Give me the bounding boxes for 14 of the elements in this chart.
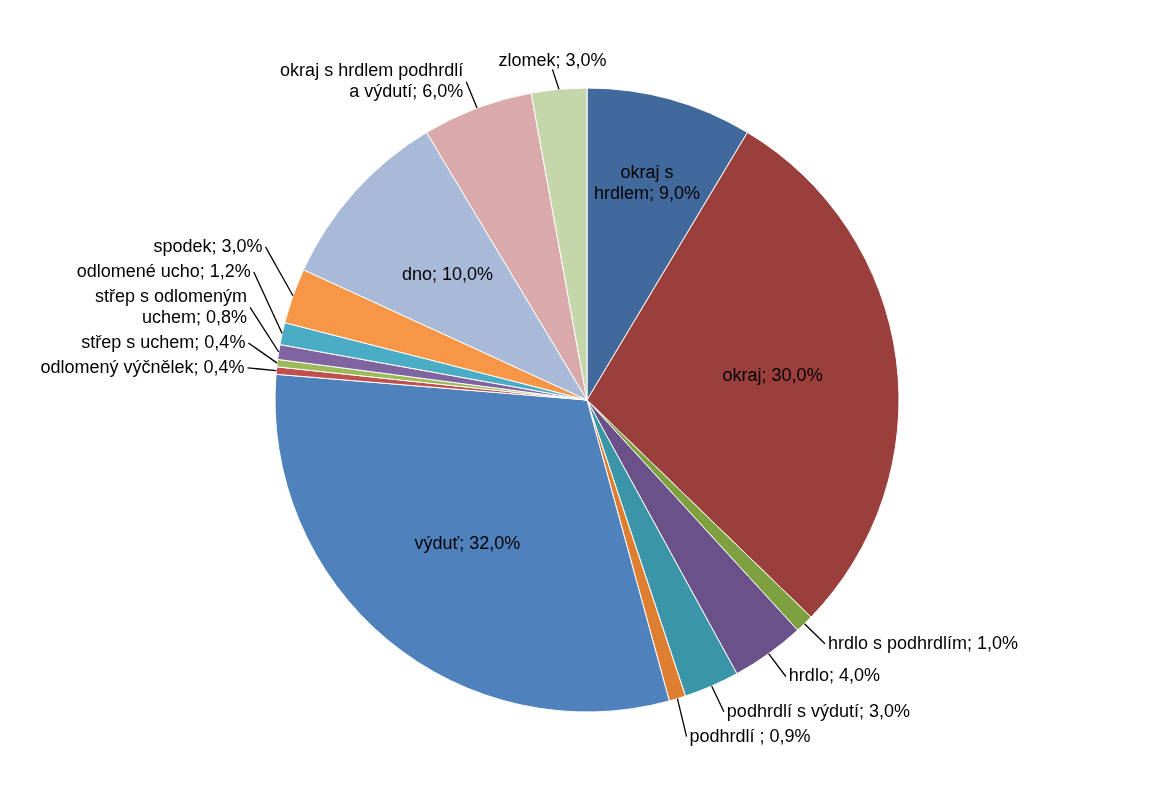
slice-label: podhrdlí ; 0,9% <box>689 725 811 746</box>
slice-label: dno; 10,0% <box>402 264 494 285</box>
slice-label: spodek; 3,0% <box>153 235 263 256</box>
slice-label: okraj s hrdlem podhrdlí a výdutí; 6,0% <box>280 60 464 102</box>
slice-label: odlomený výčnělek; 0,4% <box>40 356 245 377</box>
slice-label: výduť; 32,0% <box>414 533 521 553</box>
slice-label: hrdlo s podhrdlím; 1,0% <box>827 632 1019 653</box>
slice-label: okraj s hrdlem; 9,0% <box>593 162 700 203</box>
slice-label: zlomek; 3,0% <box>498 50 607 71</box>
slice-label: hrdlo; 4,0% <box>788 665 880 686</box>
slice-label: okraj; 30,0% <box>722 364 823 385</box>
slice-label: podhrdlí s výdutí; 3,0% <box>726 700 910 721</box>
slice-label: střep s uchem; 0,4% <box>81 331 246 352</box>
slice-label: odlomené ucho; 1,2% <box>76 260 251 281</box>
